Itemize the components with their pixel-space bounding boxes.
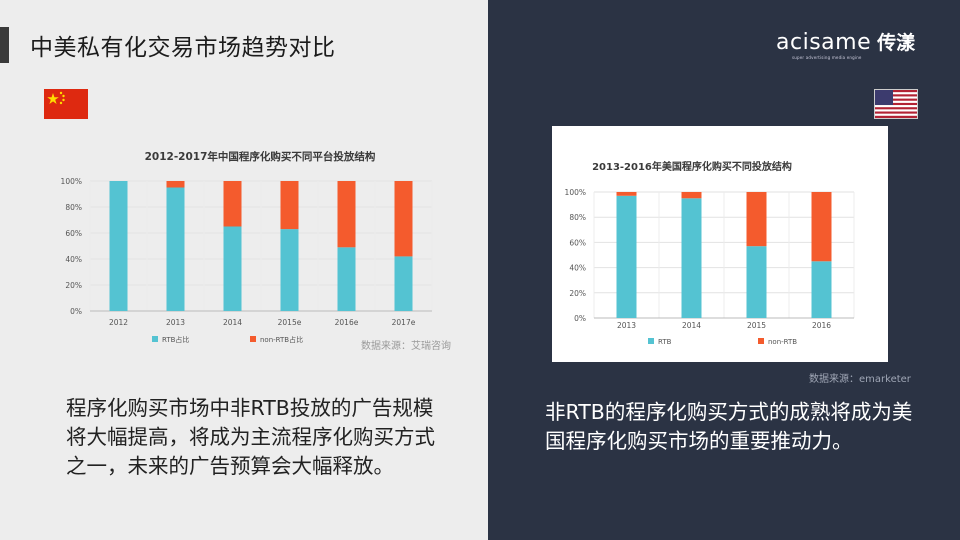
- y-tick-label: 40%: [65, 255, 82, 264]
- legend-label: RTB: [658, 338, 672, 346]
- china-flag-icon: [44, 89, 88, 119]
- x-tick-label: 2012: [109, 318, 128, 327]
- y-tick-label: 60%: [569, 238, 586, 247]
- y-tick-label: 60%: [65, 229, 82, 238]
- usa-summary-text: 非RTB的程序化购买方式的成熟将成为美国程序化购买市场的重要推动力。: [545, 400, 913, 453]
- bar-segment: [223, 226, 242, 311]
- bar-segment: [337, 181, 356, 248]
- x-tick-label: 2013: [166, 318, 185, 327]
- y-tick-label: 0%: [70, 307, 82, 316]
- chart-title: 2013-2016年美国程序化购买不同投放结构: [592, 160, 792, 173]
- legend-label: RTB占比: [162, 335, 189, 344]
- bar-segment: [616, 192, 637, 196]
- usa-flag-icon: [874, 89, 918, 119]
- legend-swatch: [250, 336, 256, 342]
- y-tick-label: 80%: [65, 203, 82, 212]
- x-tick-label: 2013: [617, 321, 636, 330]
- brand-logo: acisame 传漾 super advertising media engine: [776, 28, 916, 60]
- x-tick-label: 2014: [682, 321, 701, 330]
- usa-data-source: 数据来源：emarketer: [809, 374, 911, 385]
- china-data-source: 数据来源：艾瑞咨询: [361, 341, 451, 352]
- bar-segment: [166, 181, 185, 188]
- bar-segment: [681, 198, 702, 318]
- y-tick-label: 20%: [65, 281, 82, 290]
- usa-chart-svg: 2013-2016年美国程序化购买不同投放结构 0% 20% 40% 60% 80% 100…: [565, 160, 855, 346]
- page-title: 中美私有化交易市场趋势对比: [30, 35, 336, 61]
- x-tick-label: 2015e: [278, 318, 302, 327]
- bar-segment: [681, 192, 702, 199]
- bar-segment: [166, 187, 185, 311]
- bar-segment: [337, 247, 356, 311]
- bar-segment: [746, 246, 767, 318]
- bar-segment: [280, 181, 299, 230]
- legend-swatch: [758, 338, 764, 344]
- title-accent-bar: [0, 27, 9, 63]
- y-tick-label: 100%: [565, 188, 586, 197]
- x-tick-label: 2016e: [335, 318, 359, 327]
- bar-segment: [109, 181, 128, 311]
- x-tick-label: 2014: [223, 318, 242, 327]
- y-tick-label: 80%: [569, 213, 586, 222]
- y-tick-label: 40%: [569, 264, 586, 273]
- y-tick-label: 20%: [569, 289, 586, 298]
- x-tick-label: 2017e: [392, 318, 416, 327]
- logo-tagline: super advertising media engine: [792, 55, 862, 60]
- bar-segment: [394, 256, 413, 311]
- bar-segment: [280, 229, 299, 311]
- bar-segment: [811, 261, 832, 318]
- logo-text: acisame: [776, 30, 872, 55]
- bar-segment: [616, 195, 637, 318]
- legend-label: non-RTB占比: [260, 335, 303, 344]
- china-chart: 2012-2017年中国程序化购买不同平台投放结构 0% 20% 40% 60% 80% 1…: [40, 130, 480, 355]
- y-tick-label: 100%: [61, 177, 82, 186]
- bar-segment: [394, 181, 413, 257]
- bar-segment: [223, 181, 242, 227]
- y-tick-label: 0%: [574, 314, 586, 323]
- usa-chart: 2013-2016年美国程序化购买不同投放结构 0% 20% 40% 60% 80% 100…: [552, 126, 888, 362]
- bar-segment: [746, 192, 767, 247]
- x-tick-label: 2015: [747, 321, 766, 330]
- china-summary-text: 程序化购买市场中非RTB投放的广告规模将大幅提高，将成为主流程序化购买方式之一，…: [66, 396, 435, 478]
- chart-title: 2012-2017年中国程序化购买不同平台投放结构: [145, 150, 376, 163]
- legend-label: non-RTB: [768, 338, 797, 346]
- legend-swatch: [152, 336, 158, 342]
- x-tick-label: 2016: [812, 321, 831, 330]
- legend-swatch: [648, 338, 654, 344]
- china-chart-svg: 2012-2017年中国程序化购买不同平台投放结构 0% 20% 40% 60% 80% 1…: [61, 150, 433, 344]
- logo-cn-text: 传漾: [877, 32, 916, 54]
- bar-segment: [811, 192, 832, 262]
